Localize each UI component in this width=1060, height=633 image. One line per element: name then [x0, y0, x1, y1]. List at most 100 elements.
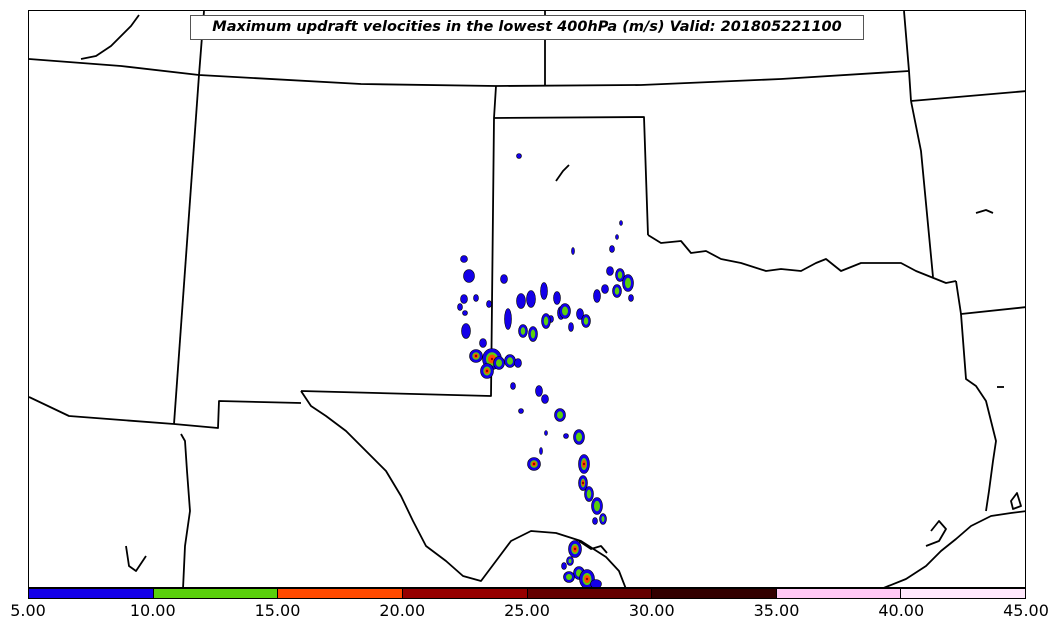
lake-ok — [555, 164, 570, 182]
map-panel — [28, 10, 1026, 588]
updraft-cell — [541, 394, 549, 404]
colorbar-tick-label: 30.00 — [628, 601, 675, 620]
border-ar-south — [955, 280, 1025, 315]
border-north-west — [29, 58, 910, 87]
border-nm-south — [173, 400, 302, 429]
border-az-mx — [180, 433, 191, 587]
updraft-cell — [619, 220, 623, 226]
border-rio-grande — [300, 390, 627, 587]
updraft-cell-core — [625, 277, 631, 289]
colorbar-tick-label: 20.00 — [379, 601, 426, 620]
updraft-cell — [486, 300, 492, 308]
updraft-cell — [576, 308, 584, 320]
updraft-cell — [460, 255, 468, 263]
colorbar-bin — [527, 589, 653, 598]
updraft-cell — [561, 562, 567, 570]
updraft-cell — [516, 293, 526, 309]
updraft-cell — [473, 294, 479, 302]
updraft-cell-core — [543, 316, 549, 326]
border-ne — [910, 90, 1025, 102]
updraft-cell — [568, 322, 574, 332]
colorbar-tick-label: 45.00 — [1003, 601, 1049, 620]
gulf-coastline — [883, 510, 1025, 587]
updraft-cell-core — [530, 329, 536, 339]
updraft-cell — [563, 433, 569, 439]
updraft-cell-peak — [490, 357, 494, 361]
updraft-cell-core — [562, 306, 568, 316]
updraft-cell — [606, 266, 614, 276]
river-fragment — [578, 540, 608, 554]
colorbar-tick-labels: 5.00 10.00 15.00 20.00 25.00 30.00 35.00 40.00 4… — [0, 601, 1060, 625]
updraft-cell — [544, 430, 548, 436]
colorbar-bin — [29, 589, 154, 598]
colorbar-bin — [776, 589, 902, 598]
lake-north — [80, 14, 140, 60]
updraft-cells — [457, 153, 634, 587]
updraft-cell — [539, 447, 543, 455]
updraft-cell — [628, 294, 634, 302]
updraft-cell-peak — [585, 577, 589, 581]
updraft-cell — [571, 247, 575, 255]
updraft-cell — [479, 338, 487, 348]
border-ok-north — [493, 116, 649, 236]
border-vertical-c — [903, 11, 912, 102]
colorbar-bin — [153, 589, 279, 598]
colorbar-bin — [901, 589, 1025, 598]
updraft-cell-core — [568, 558, 572, 564]
updraft-cell — [601, 284, 609, 294]
updraft-cell — [593, 289, 601, 303]
updraft-cell-peak — [582, 462, 586, 466]
updraft-cell — [553, 291, 561, 305]
coast-island — [1010, 492, 1022, 510]
updraft-cell-peak — [581, 481, 585, 485]
updraft-cell — [540, 282, 548, 300]
updraft-cell-core — [586, 489, 592, 499]
border-red-river — [647, 234, 957, 284]
updraft-cell-core — [594, 500, 600, 512]
colorbar-tick-label: 25.00 — [504, 601, 550, 620]
updraft-cell — [460, 294, 468, 304]
lake-east — [975, 209, 994, 214]
updraft-cell — [535, 385, 543, 397]
updraft-cell — [615, 234, 619, 240]
updraft-cell-core — [614, 287, 620, 295]
updraft-cell-peak — [474, 354, 478, 358]
updraft-cell-peak — [573, 547, 577, 551]
updraft-cell — [462, 310, 468, 316]
border-nm-west — [173, 74, 200, 425]
updraft-cell — [516, 153, 522, 159]
map-title: Maximum updraft velocities in the lowest… — [190, 15, 864, 40]
mexico-coast — [125, 545, 147, 572]
updraft-map — [29, 11, 1025, 587]
updraft-cell-core — [507, 357, 513, 365]
updraft-cell — [457, 303, 463, 311]
updraft-cell-core — [583, 317, 589, 325]
updraft-cell — [504, 308, 512, 330]
coast-inlet — [925, 520, 947, 547]
colorbar-bin — [278, 589, 403, 598]
updraft-cell — [500, 274, 508, 284]
updraft-cell — [518, 408, 524, 414]
updraft-cell — [463, 269, 475, 283]
updraft-cell — [590, 579, 602, 587]
updraft-cell-core — [576, 432, 582, 442]
updraft-cell — [461, 323, 471, 339]
updraft-cell — [510, 382, 516, 390]
state-boundaries — [29, 11, 1025, 587]
updraft-cell — [592, 517, 598, 525]
colorbar-bin — [402, 589, 528, 598]
colorbar-tick-label: 40.00 — [878, 601, 925, 620]
border-panhandle-west — [300, 85, 497, 397]
colorbar — [28, 588, 1026, 599]
colorbar-bin — [652, 589, 777, 598]
updraft-cell-peak — [485, 369, 489, 373]
border-sabine — [960, 313, 997, 512]
updraft-cell-core — [617, 271, 623, 279]
updraft-cell-core — [496, 359, 502, 367]
updraft-cell — [609, 245, 615, 253]
colorbar-tick-label: 10.00 — [129, 601, 176, 620]
updraft-cell-core — [601, 516, 605, 522]
colorbar-tick-label: 5.00 — [10, 601, 46, 620]
border-ok-east — [910, 100, 934, 278]
updraft-cell — [526, 290, 536, 308]
